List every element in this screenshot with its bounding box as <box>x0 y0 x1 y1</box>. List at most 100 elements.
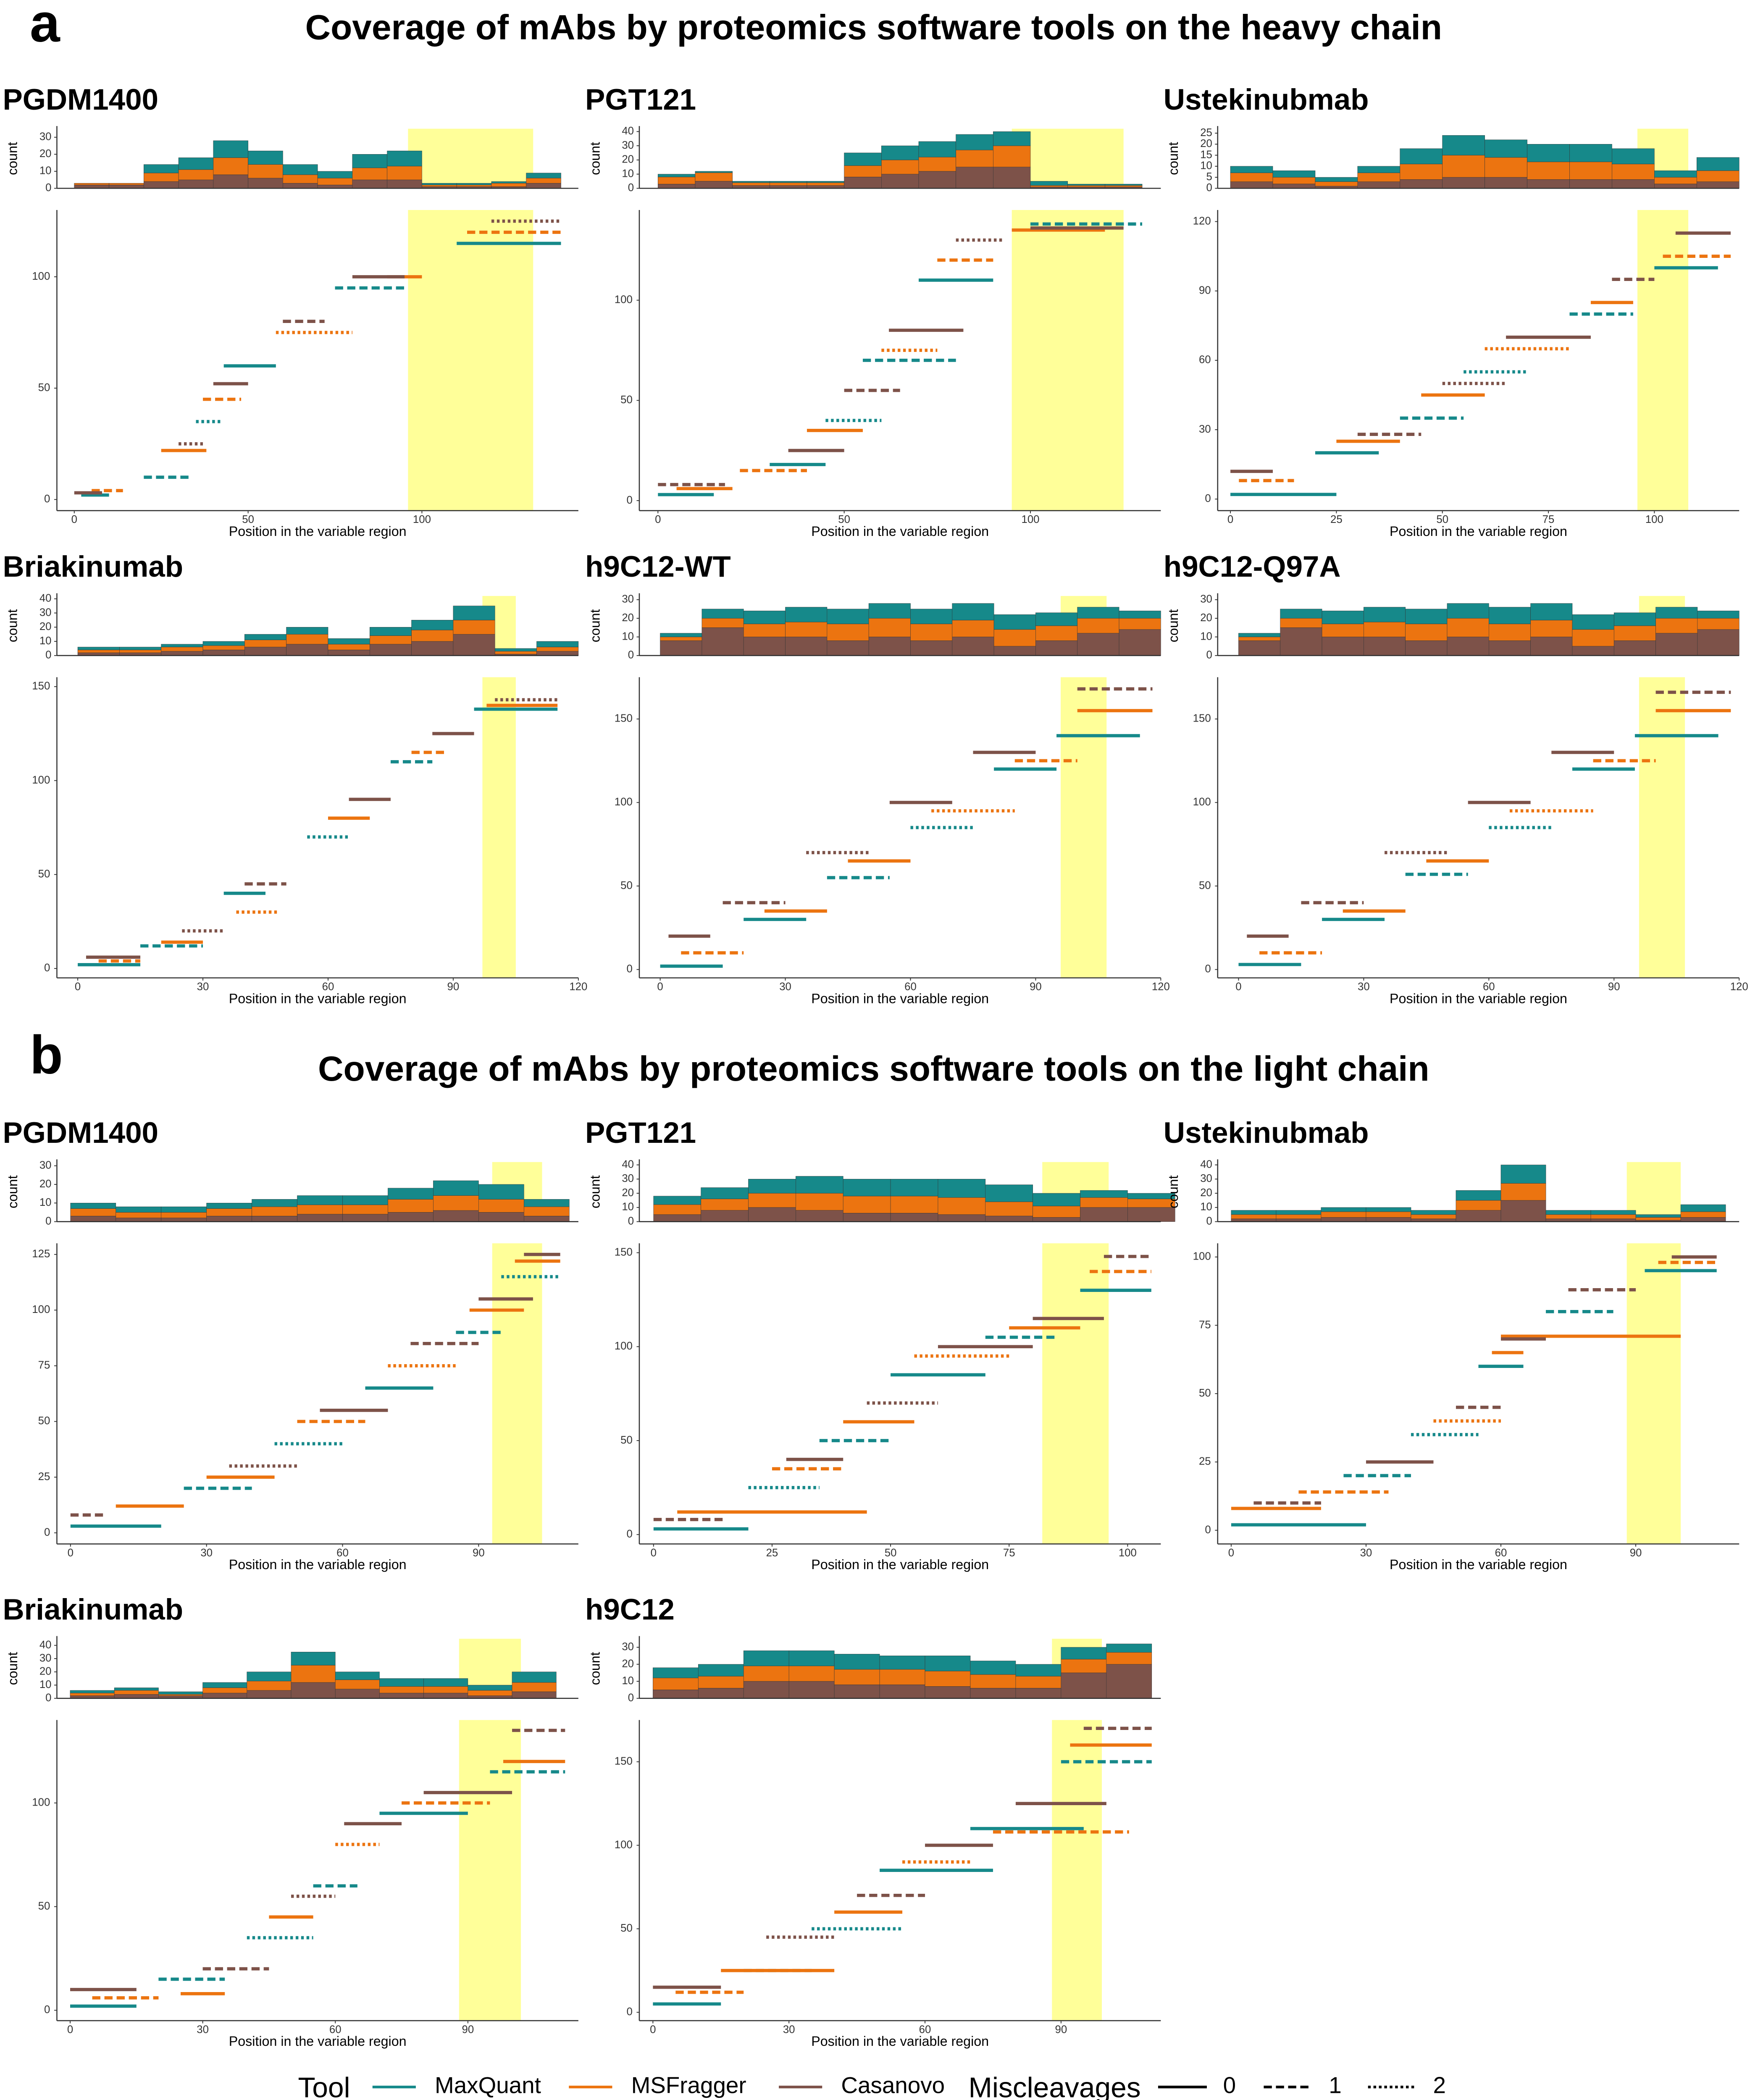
hist-bar <box>925 1671 971 1687</box>
y-tick-label: 0 <box>626 2006 632 2018</box>
hist-bar <box>1033 1206 1080 1218</box>
hist-bar <box>283 174 318 184</box>
x-tick-label: 30 <box>197 981 209 993</box>
highlight <box>1012 210 1124 511</box>
panel-title: PGT121 <box>585 83 696 116</box>
hist-bar <box>1061 1647 1107 1659</box>
hist-bar <box>369 644 412 656</box>
y-axis-label: count <box>587 1175 602 1208</box>
legend-label: Casanovo <box>841 2072 945 2098</box>
y-tick-label: 10 <box>622 1201 634 1213</box>
hist-bar <box>1321 1211 1366 1218</box>
hist-bar <box>1322 637 1364 656</box>
highlight <box>1042 1243 1109 1544</box>
hist-bar <box>1442 135 1485 155</box>
hist-bar <box>956 167 993 189</box>
y-tick-label: 10 <box>1200 630 1212 642</box>
x-tick-label: 0 <box>71 514 77 525</box>
hist-bar <box>1077 607 1119 619</box>
x-axis-label: Position in the variable region <box>1390 991 1567 1006</box>
x-tick-label: 0 <box>1227 514 1233 525</box>
hist-bar <box>1230 166 1273 173</box>
y-tick-label: 50 <box>38 1415 50 1427</box>
x-tick-label: 0 <box>651 1547 657 1559</box>
hist-bar <box>1322 624 1364 637</box>
hist-bar <box>512 1691 557 1698</box>
y-tick-label: 50 <box>620 1922 633 1934</box>
y-axis-label: count <box>587 142 602 175</box>
hist-bar <box>114 1688 159 1691</box>
y-tick-label: 20 <box>622 612 634 624</box>
hist-bar <box>827 609 869 624</box>
x-axis-label: Position in the variable region <box>229 524 407 539</box>
hist-bar <box>1230 181 1273 189</box>
hist-bar <box>114 1694 159 1698</box>
hist-bar <box>910 609 953 624</box>
hist-bar <box>796 1176 843 1194</box>
hist-bar <box>1080 1190 1128 1198</box>
y-tick-label: 20 <box>39 148 52 160</box>
x-tick-label: 30 <box>200 1547 213 1559</box>
hist-bar <box>1033 1217 1080 1222</box>
hist-bar <box>247 1681 292 1691</box>
hist-bar <box>352 168 387 180</box>
hist-bar <box>1696 157 1739 171</box>
hist-bar <box>342 1214 388 1222</box>
hist-bar <box>178 169 214 180</box>
x-tick-label: 50 <box>885 1547 897 1559</box>
hist-bar <box>844 152 882 166</box>
hist-bar <box>1127 1207 1175 1222</box>
hist-bar <box>1572 614 1614 630</box>
hist-bar <box>297 1205 343 1215</box>
hist-bar <box>202 641 245 646</box>
y-tick-label: 150 <box>615 713 633 724</box>
hist-bar <box>77 649 120 653</box>
hist-bar <box>423 1686 468 1693</box>
hist-bar <box>317 178 353 185</box>
x-tick-label: 60 <box>336 1547 349 1559</box>
hist-bar <box>769 181 807 183</box>
hist-bar <box>732 182 770 186</box>
hist-bar <box>788 1681 835 1698</box>
hist-bar <box>1527 144 1570 162</box>
hist-bar <box>695 181 733 189</box>
hist-bar <box>1485 157 1527 178</box>
hist-bar <box>698 1688 744 1698</box>
y-tick-label: 10 <box>39 165 52 177</box>
hist-bar <box>938 1179 986 1198</box>
hist-bar <box>335 1672 380 1680</box>
highlight <box>1637 210 1689 511</box>
hist-bar <box>769 182 807 186</box>
y-tick-label: 0 <box>626 963 632 975</box>
x-tick-label: 50 <box>1436 514 1448 525</box>
hist-bar <box>1077 633 1119 656</box>
hist-bar <box>1400 164 1443 180</box>
y-tick-label: 0 <box>44 493 50 505</box>
hist-bar <box>388 1212 434 1222</box>
hist-bar <box>834 1669 880 1685</box>
y-tick-label: 100 <box>615 1340 633 1352</box>
x-tick-label: 75 <box>1542 514 1555 525</box>
x-tick-label: 100 <box>1119 1547 1137 1559</box>
hist-bar <box>1489 640 1531 656</box>
hist-bar <box>748 1193 796 1208</box>
highlight <box>459 1720 521 2021</box>
y-tick-label: 5 <box>1206 171 1212 183</box>
y-tick-label: 0 <box>1205 493 1211 504</box>
hist-bar <box>291 1682 336 1698</box>
hist-bar <box>1080 1197 1128 1208</box>
y-tick-label: 20 <box>39 1178 52 1190</box>
hist-bar <box>1015 1664 1062 1677</box>
hist-bar <box>868 603 911 619</box>
y-tick-label: 0 <box>45 649 51 661</box>
hist-bar <box>1276 1210 1322 1215</box>
hist-bar <box>1485 139 1527 158</box>
hist-bar <box>70 1690 115 1693</box>
y-tick-label: 30 <box>622 1173 634 1184</box>
panel-title: Ustekinubmab <box>1164 83 1369 116</box>
hist-bar <box>1530 620 1573 637</box>
y-tick-label: 25 <box>38 1471 50 1483</box>
hist-bar <box>1106 1652 1152 1664</box>
